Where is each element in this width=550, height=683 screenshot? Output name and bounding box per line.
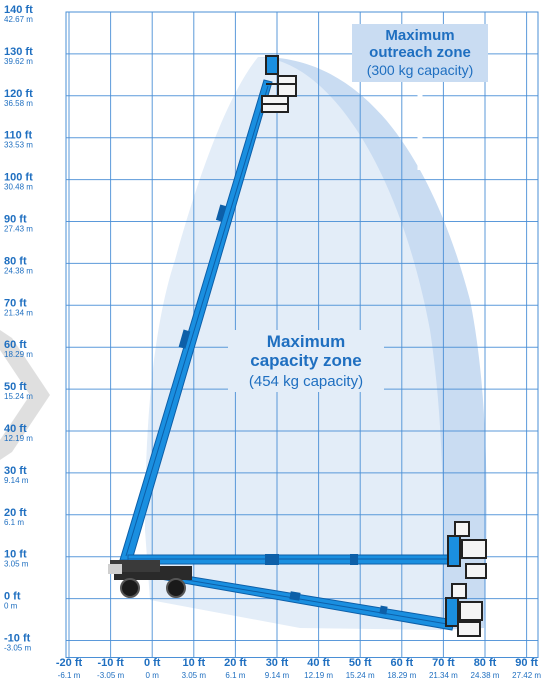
boom-lift-base [108,560,192,598]
y-tick-label-ft: 120 ft [4,88,33,100]
y-tick-label-m: 21.34 m [4,308,33,317]
x-tick-label-ft: 60 ft [390,657,413,669]
x-axis-labels: -20 ft -6.1 m -10 ft -3.05 m 0 ft 0 m 10 ft 3.0… [56,657,542,680]
y-tick-label-m: 0 m [4,602,18,611]
x-tick-label-m: 9.14 m [265,671,290,680]
y-tick-label-ft: 50 ft [4,381,27,393]
y-tick-label-ft: 30 ft [4,465,27,477]
y-tick-label-ft: 140 ft [4,4,33,16]
x-tick-label-m: 18.29 m [387,671,416,680]
y-tick-label-ft: 100 ft [4,172,33,184]
platform-low [445,583,483,637]
y-tick-label-ft: 90 ft [4,214,27,226]
x-tick-label-ft: 80 ft [474,657,497,669]
y-tick-label-m: 27.43 m [4,225,33,234]
x-tick-label-ft: -10 ft [97,657,124,669]
capacity-capacity: (454 kg capacity) [249,373,363,390]
y-tick-label-ft: 60 ft [4,339,27,351]
y-tick-label-ft: 110 ft [4,130,32,142]
outreach-title-line2: outreach zone [369,44,471,61]
y-tick-label-m: 30.48 m [4,183,33,192]
x-tick-label-m: 6.1 m [225,671,245,680]
x-tick-label-m: 3.05 m [182,671,207,680]
x-tick-label-m: 0 m [146,671,160,680]
maximum-outreach-zone [258,56,487,631]
y-tick-label-m: 33.53 m [4,141,33,150]
platform-top [261,55,297,113]
boom-horizontal [127,554,454,565]
y-tick-label-ft: 0 ft [4,591,21,603]
x-tick-label-ft: 90 ft [515,657,538,669]
y-tick-label-m: 3.05 m [4,560,29,569]
y-tick-label-m: 12.19 m [4,434,33,443]
y-tick-label-m: 24.38 m [4,266,33,275]
x-tick-label-m: 27.42 m [512,671,541,680]
x-tick-label-ft: 40 ft [307,657,330,669]
y-tick-label-ft: 70 ft [4,297,27,309]
x-tick-label-ft: 0 ft [144,657,161,669]
y-tick-label-m: 15.24 m [4,392,33,401]
x-tick-label-m: 15.24 m [346,671,375,680]
turntable [110,560,160,572]
outreach-zone-label: Maximum outreach zone (300 kg capacity) [352,24,488,170]
y-tick-label-m: 42.67 m [4,15,33,24]
x-tick-label-m: -3.05 m [97,671,124,680]
y-tick-label-m: 36.58 m [4,99,33,108]
x-tick-label-ft: 70 ft [432,657,455,669]
wheel-front [166,578,186,598]
grid-border [65,11,539,658]
x-tick-label-ft: 50 ft [349,657,372,669]
y-tick-label-m: 39.62 m [4,57,33,66]
x-tick-label-ft: -20 ft [56,657,83,669]
y-tick-label-m: 9.14 m [4,476,29,485]
outreach-capacity: (300 kg capacity) [367,62,474,78]
y-tick-label-ft: 20 ft [4,507,27,519]
wheel-rear [120,578,140,598]
y-tick-label-ft: 80 ft [4,255,27,267]
y-tick-label-m: 6.1 m [4,518,24,527]
capacity-title-line1: Maximum [267,332,345,351]
x-tick-label-m: -6.1 m [58,671,81,680]
x-tick-label-ft: 10 ft [182,657,205,669]
watermark-chevron [0,330,50,460]
outreach-title-line1: Maximum [385,27,454,44]
x-tick-label-ft: 30 ft [266,657,289,669]
counterweight [108,564,122,574]
outreach-label-backdrop [352,24,488,82]
y-tick-label-ft: 10 ft [4,549,27,561]
x-tick-label-m: 21.34 m [429,671,458,680]
y-tick-label-m: 18.29 m [4,350,33,359]
x-tick-label-m: 12.19 m [304,671,333,680]
y-tick-label-ft: -10 ft [4,633,31,645]
capacity-label-backdrop [228,330,384,392]
y-tick-label-ft: 40 ft [4,423,27,435]
capacity-zone-label: Maximum capacity zone (454 kg capacity) [228,330,384,392]
capacity-title-line2: capacity zone [250,351,362,370]
y-tick-label-m: -3.05 m [4,644,31,653]
platform-horizontal [447,521,487,579]
x-tick-label-ft: 20 ft [224,657,247,669]
y-tick-label-ft: 130 ft [4,46,33,58]
x-tick-label-m: 24.38 m [471,671,500,680]
